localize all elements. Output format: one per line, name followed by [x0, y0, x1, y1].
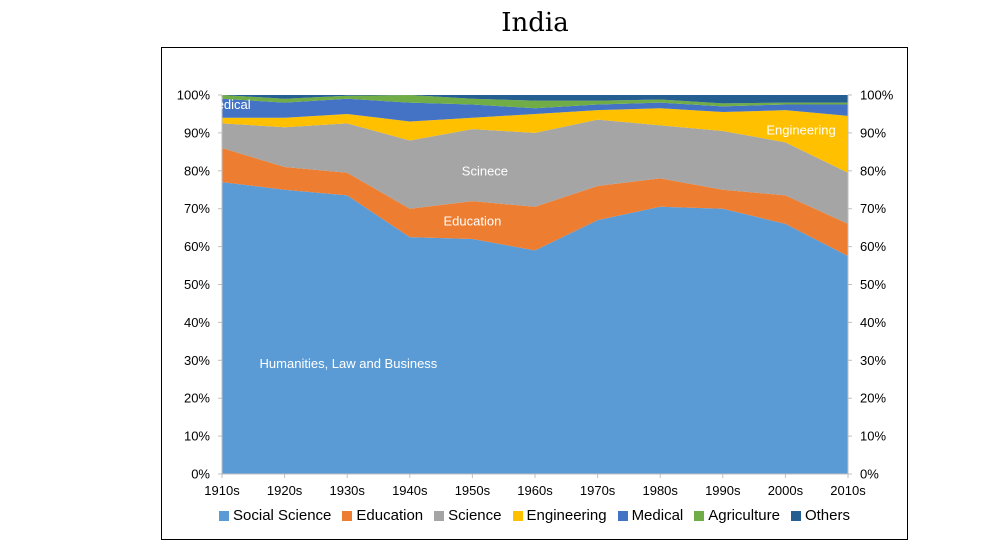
legend-label: Engineering [526, 507, 607, 524]
legend-label: Social Science [233, 507, 332, 524]
y-tick-label-right: 30% [860, 353, 886, 368]
x-tick-label: 1930s [329, 483, 365, 498]
y-tick-label-left: 70% [184, 201, 210, 216]
x-tick-label: 1910s [204, 483, 240, 498]
legend-item-science: Science [434, 507, 502, 524]
x-tick-label: 2000s [768, 483, 804, 498]
legend-swatch [790, 510, 801, 521]
y-tick-label-left: 100% [177, 88, 211, 103]
y-tick-label-left: 90% [184, 125, 210, 140]
y-tick-label-right: 10% [860, 429, 886, 444]
legend-item-education: Education [342, 507, 423, 524]
x-tick-label: 1960s [517, 483, 553, 498]
annotation-education: Education [443, 213, 501, 228]
y-axis-right-ticks: 0% 10% 20% 30% 40% 50% 60% 70% 80% 90% 100% [848, 88, 894, 482]
area-agriculture [222, 95, 848, 109]
legend-swatch [219, 510, 230, 521]
area-education [222, 148, 848, 257]
y-tick-label-left: 40% [184, 315, 210, 330]
legend-label: Others [804, 507, 850, 524]
y-tick-label-left: 20% [184, 391, 210, 406]
area-medical [222, 98, 848, 122]
x-tick-label: 1950s [455, 483, 491, 498]
y-tick-label-right: 70% [860, 201, 886, 216]
legend-swatch [342, 510, 353, 521]
x-axis-ticks: 1910s 1920s 1930s 1940s 1950s 1960s 1970s 1980s… [204, 474, 866, 498]
y-tick-label-left: 30% [184, 353, 210, 368]
annotations: Medical Engineering Scinece Education Humani… [206, 97, 836, 371]
y-tick-label-right: 40% [860, 315, 886, 330]
y-tick-label-left: 50% [184, 277, 210, 292]
legend-swatch [512, 510, 523, 521]
y-tick-label-left: 80% [184, 163, 210, 178]
x-tick-label: 1940s [392, 483, 428, 498]
y-tick-label-right: 0% [860, 467, 879, 482]
series-areas [222, 95, 848, 475]
y-tick-label-right: 90% [860, 125, 886, 140]
annotation-engineering: Engineering [766, 122, 835, 137]
x-tick-label: 1970s [580, 483, 616, 498]
y-tick-label-right: 50% [860, 277, 886, 292]
x-tick-label: 1980s [642, 483, 678, 498]
legend-label: Education [356, 507, 424, 524]
y-tick-label-left: 60% [184, 239, 210, 254]
area-science [222, 119, 848, 224]
annotation-scinece: Scinece [462, 163, 508, 178]
y-tick-label-right: 80% [860, 163, 886, 178]
y-tick-label-right: 100% [860, 88, 894, 103]
annotation-humanities-law-and-business: Humanities, Law and Business [260, 356, 438, 371]
annotation-medical: Medical [206, 97, 251, 112]
x-tick-label: 2010s [830, 483, 866, 498]
y-axis-left-ticks: 0% 10% 20% 30% 40% 50% 60% 70% 80% 90% 100% [177, 88, 222, 482]
legend-item-agriculture: Agriculture [694, 507, 780, 524]
y-tick-label-right: 60% [860, 239, 886, 254]
legend-label: Medical [631, 507, 684, 524]
legend-swatch [617, 510, 628, 521]
legend-label: Agriculture [708, 507, 780, 524]
area-others [222, 95, 848, 104]
area-engineering [222, 108, 848, 173]
chart-title: India [501, 8, 569, 38]
legend-item-engineering: Engineering [512, 507, 607, 524]
legend-swatch [694, 510, 705, 521]
x-tick-label: 1920s [267, 483, 303, 498]
y-tick-label-right: 20% [860, 391, 886, 406]
legend-swatch [434, 510, 445, 521]
legend-item-social-science: Social Science [219, 507, 331, 524]
legend-label: Science [448, 507, 502, 524]
legend-item-medical: Medical [617, 507, 684, 524]
y-tick-label-left: 0% [191, 467, 210, 482]
x-tick-label: 1990s [705, 483, 741, 498]
legend: Social Science Education Science Engineerin… [161, 507, 908, 524]
chart-frame [161, 47, 908, 540]
legend-item-others: Others [790, 507, 850, 524]
y-tick-label-left: 10% [184, 429, 210, 444]
area-social-science [222, 182, 848, 475]
